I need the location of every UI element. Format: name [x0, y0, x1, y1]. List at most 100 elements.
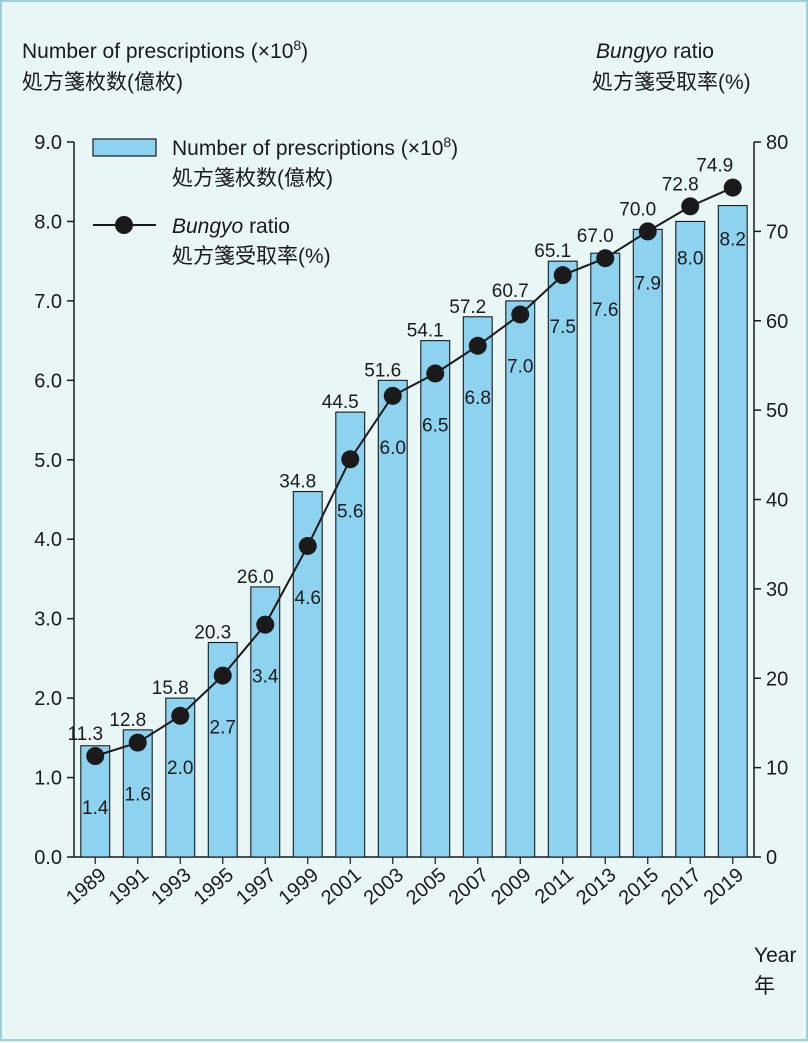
ratio-value-label: 51.6 — [364, 360, 401, 381]
right-tick-label: 70 — [766, 221, 788, 243]
x-tick-label: 2009 — [487, 864, 535, 909]
bar-value-label: 6.8 — [465, 388, 491, 409]
bar — [632, 228, 663, 858]
x-tick-label: 1991 — [105, 864, 153, 909]
ratio-point — [638, 222, 657, 241]
legend-bar-swatch — [92, 138, 157, 157]
ratio-value-label: 26.0 — [237, 567, 274, 588]
bar — [462, 316, 493, 858]
right-tick-label: 40 — [766, 490, 788, 512]
bar-value-label: 3.4 — [252, 667, 279, 688]
right-axis-title-line1: Bungyo ratio — [596, 40, 714, 63]
bar — [420, 340, 451, 858]
ratio-value-label: 54.1 — [407, 321, 444, 342]
bar-value-label: 7.5 — [550, 317, 576, 338]
ratio-value-label: 57.2 — [449, 297, 486, 318]
right-tick-label: 0 — [766, 847, 777, 869]
ratio-point — [383, 386, 402, 405]
legend: Number of prescriptions (×108) 処方箋枚数(億枚)… — [92, 134, 458, 268]
bar-value-label: 6.0 — [380, 438, 406, 459]
ratio-value-label: 67.0 — [577, 226, 614, 247]
x-tick-label: 1993 — [147, 864, 195, 909]
ratio-value-label: 15.8 — [152, 678, 189, 699]
ratio-point — [256, 615, 275, 634]
bar — [377, 379, 408, 858]
bar — [207, 641, 238, 858]
ratio-point — [511, 305, 530, 324]
bar-value-label: 2.0 — [167, 758, 193, 779]
bar — [675, 220, 706, 858]
bar-value-label: 7.0 — [507, 356, 533, 377]
left-tick-label: 4.0 — [34, 529, 62, 551]
x-tick-label: 2011 — [531, 864, 578, 909]
ratio-line-series: 11.3 12.8 15.8 20.3 26.0 34.8 44.551.6 54.157.2… — [67, 156, 742, 766]
left-tick-label: 0.0 — [34, 847, 62, 869]
x-tick-label: 2013 — [572, 864, 620, 909]
ratio-value-label: 74.9 — [696, 156, 733, 177]
ratio-value-label: 12.8 — [109, 710, 146, 731]
right-tick-label: 10 — [766, 758, 788, 780]
left-tick-label: 7.0 — [34, 291, 62, 313]
ratio-point — [86, 747, 105, 766]
ratio-value-label: 72.8 — [662, 174, 699, 195]
bar-value-label: 1.6 — [125, 785, 151, 806]
ratio-value-label: 65.1 — [534, 241, 571, 262]
left-tick-label: 2.0 — [34, 688, 62, 710]
left-tick-label: 6.0 — [34, 370, 62, 392]
ratio-point — [723, 178, 742, 197]
bar-value-label: 4.6 — [295, 588, 321, 609]
x-tick-label: 2007 — [445, 864, 493, 909]
left-axis-title-line1: Number of prescriptions (×108) — [22, 37, 308, 63]
x-tick-label: 1999 — [275, 864, 323, 909]
right-tick-label: 20 — [766, 668, 788, 690]
right-axis-ticks: 0 10 20 30 40 50 60 70 80 — [754, 132, 788, 869]
bar-value-label: 7.9 — [635, 273, 661, 294]
ratio-line — [94, 186, 734, 757]
ratio-value-label: 70.0 — [619, 199, 656, 220]
ratio-value-label: 11.3 — [67, 724, 103, 745]
ratio-value-label: 60.7 — [492, 281, 529, 302]
x-tick-label: 1989 — [62, 864, 110, 909]
legend-line-label-line2: 処方箋受取率(%) — [172, 245, 331, 268]
x-axis-title-line2: 年 — [754, 975, 775, 998]
bar-value-label: 2.7 — [210, 718, 236, 739]
ratio-point — [128, 733, 147, 752]
bar-value-label: 8.2 — [720, 230, 746, 251]
x-tick-label: 2019 — [700, 864, 748, 909]
legend-bar-label-line1: Number of prescriptions (×108) — [172, 134, 458, 160]
right-axis-title-line2: 処方箋受取率(%) — [592, 71, 751, 94]
x-tick-label: 2003 — [360, 864, 408, 909]
right-tick-label: 80 — [766, 132, 788, 154]
x-tick-label: 2001 — [317, 864, 365, 909]
ratio-value-label: 44.5 — [322, 392, 359, 413]
bar-value-label: 6.5 — [422, 415, 448, 436]
bar-value-label: 7.6 — [592, 300, 618, 321]
right-tick-label: 60 — [766, 311, 788, 333]
bar — [505, 300, 536, 858]
ratio-point — [298, 536, 317, 555]
x-tick-label: 2015 — [615, 864, 663, 909]
ratio-point — [681, 197, 700, 216]
bar-series: 1.4 1.6 2.0 2.7 3.4 4.6 5.6 6.0 6.5 6.8 7.0 7.5 7.6 7… — [80, 205, 748, 858]
legend-line-marker — [115, 216, 133, 234]
left-axis-ticks: 0.0 1.0 2.0 3.0 4.0 5.0 6.0 7.0 8.0 9.0 — [34, 132, 74, 869]
ratio-point — [553, 266, 572, 285]
bar-value-label: 8.0 — [677, 248, 703, 269]
ratio-value-label: 34.8 — [279, 472, 316, 493]
bar — [547, 260, 578, 858]
x-axis-title-line1: Year — [754, 944, 796, 967]
ratio-point — [468, 336, 487, 355]
right-tick-label: 30 — [766, 579, 788, 601]
ratio-point — [341, 450, 360, 469]
ratio-value-label: 20.3 — [194, 623, 231, 644]
legend-bar-label-line2: 処方箋枚数(億枚) — [172, 167, 333, 190]
bar — [590, 252, 621, 858]
ratio-point — [596, 249, 615, 268]
x-tick-label: 2005 — [402, 864, 450, 909]
x-axis-ticks: 1989199119931995199719992001200320052007… — [62, 857, 748, 909]
bar-value-label: 1.4 — [82, 798, 109, 819]
ratio-point — [213, 666, 232, 685]
left-axis-title-line2: 処方箋枚数(億枚) — [22, 71, 183, 94]
